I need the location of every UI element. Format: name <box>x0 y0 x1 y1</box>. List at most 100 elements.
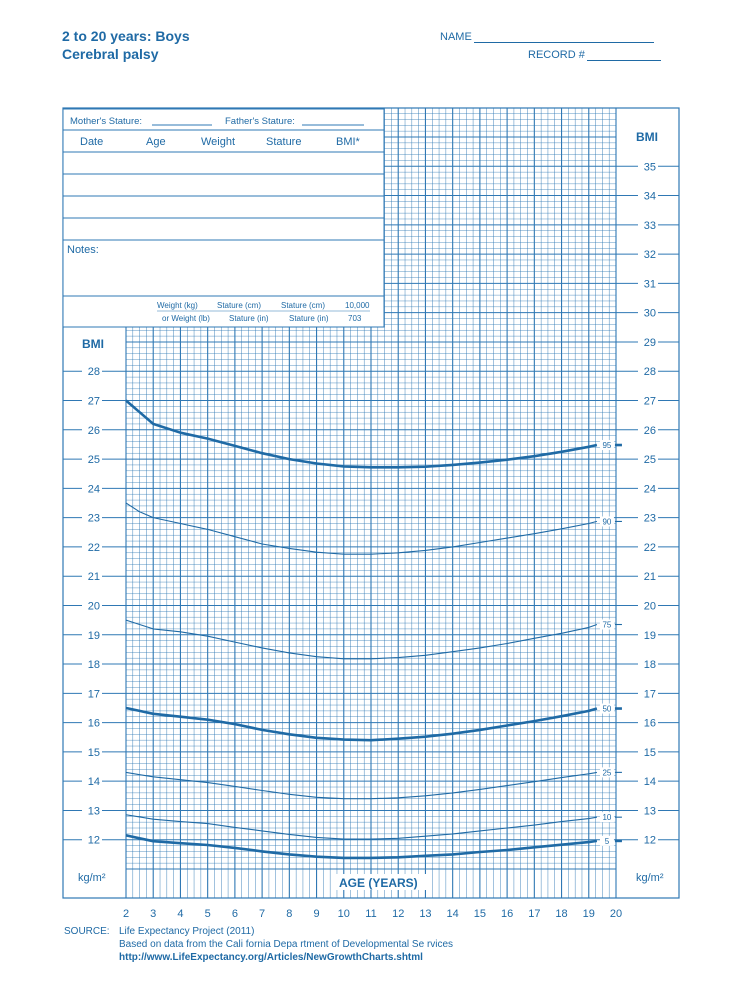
source-line-2: Based on data from the Cali fornia Depa … <box>119 939 454 950</box>
right-y-tick-label: 33 <box>644 220 656 232</box>
percentile-curve-90 <box>125 502 598 555</box>
name-field[interactable]: NAME <box>440 31 654 43</box>
left-y-tick-label: 28 <box>88 366 100 378</box>
x-tick-label: 11 <box>365 908 376 920</box>
tick-label-bg <box>638 217 658 232</box>
source-line-1: Life Expectancy Project (2011) <box>119 926 255 937</box>
tick-label-bg <box>638 774 658 789</box>
curve-label-bg <box>599 440 614 451</box>
tick-label-bg <box>82 803 102 818</box>
x-tick-label: 7 <box>259 908 265 920</box>
tick-label-bg <box>638 276 658 291</box>
left-y-tick-label: 13 <box>88 805 100 817</box>
x-tick-label: 18 <box>555 908 567 920</box>
notes-label: Notes: <box>67 244 99 256</box>
record-label: RECORD # <box>528 49 585 61</box>
formula-r1-0: Weight (kg) <box>157 301 198 310</box>
x-tick-label: 2 <box>123 908 129 920</box>
tick-label-bg <box>638 188 658 203</box>
right-y-tick-label: 13 <box>644 805 656 817</box>
x-tick-label: 12 <box>392 908 404 920</box>
right-y-tick-label: 23 <box>644 513 656 525</box>
tick-label-bg <box>638 657 658 672</box>
left-y-tick-label: 21 <box>88 571 100 583</box>
left-y-tick-label: 19 <box>88 630 100 642</box>
left-y-tick-label: 24 <box>88 483 100 495</box>
left-y-tick-label: 18 <box>88 659 100 671</box>
percentile-curve-50 <box>125 706 598 742</box>
percentile-label-90: 90 <box>602 517 611 526</box>
percentile-curve-95 <box>125 399 598 469</box>
right-y-tick-label: 26 <box>644 425 656 437</box>
right-y-tick-label: 14 <box>644 776 656 788</box>
tick-label-bg <box>638 481 658 496</box>
tick-label-bg <box>82 569 102 584</box>
left-y-tick-label: 25 <box>88 454 100 466</box>
label-bg <box>630 868 672 886</box>
percentile-label-95: 95 <box>602 441 611 450</box>
right-y-tick-label: 35 <box>644 161 656 173</box>
record-input-line <box>586 50 661 61</box>
left-y-tick-label: 15 <box>88 747 100 759</box>
tick-label-bg <box>82 393 102 408</box>
tick-label-bg <box>638 422 658 437</box>
tick-label-bg <box>638 159 658 174</box>
right-y-tick-label: 32 <box>644 249 656 261</box>
left-y-tick-label: 27 <box>88 396 100 408</box>
x-tick-label: 13 <box>419 908 431 920</box>
tick-label-bg <box>638 510 658 525</box>
formula-r2-0: or Weight (lb) <box>162 314 210 323</box>
tick-label-bg <box>638 393 658 408</box>
right-y-tick-label: 34 <box>644 191 656 203</box>
left-y-tick-label: 14 <box>88 776 100 788</box>
curve-label-bg <box>599 812 614 823</box>
curve-label-bg <box>599 835 614 846</box>
percentile-label-75: 75 <box>602 621 611 630</box>
tick-label-bg <box>638 803 658 818</box>
curve-label-bg <box>599 619 614 630</box>
x-tick-label: 19 <box>583 908 595 920</box>
tick-label-bg <box>82 744 102 759</box>
right-y-tick-label: 17 <box>644 688 656 700</box>
tick-label-bg <box>638 334 658 349</box>
tick-label-bg <box>82 627 102 642</box>
label-bg <box>78 335 114 351</box>
percentile-label-50: 50 <box>602 705 611 714</box>
label-bg <box>333 874 427 890</box>
tick-label-bg <box>82 364 102 379</box>
x-tick-label: 6 <box>232 908 238 920</box>
right-y-tick-label: 21 <box>644 571 656 583</box>
right-y-tick-label: 18 <box>644 659 656 671</box>
label-bg <box>632 128 668 144</box>
x-tick-label: 9 <box>313 908 319 920</box>
tick-label-bg <box>82 832 102 847</box>
curve-label-bg <box>599 516 614 527</box>
tick-labels: 1213141516171819202122232425262728121314… <box>82 159 658 920</box>
tick-label-bg <box>638 744 658 759</box>
record-field[interactable]: RECORD # <box>528 49 661 61</box>
x-tick-label: 10 <box>338 908 350 920</box>
record-form: Mother's Stature: Father's Stature: Date… <box>62 108 385 328</box>
chart-title: 2 to 20 years: Boys <box>62 28 190 44</box>
right-unit-label: kg/m² <box>636 872 664 884</box>
right-y-tick-label: 27 <box>644 396 656 408</box>
left-y-tick-label: 23 <box>88 513 100 525</box>
col-stature: Stature <box>266 136 301 148</box>
formula-r1-1: Stature (cm) <box>217 301 261 310</box>
formula-r1-2: Stature (cm) <box>281 301 325 310</box>
tick-label-bg <box>638 686 658 701</box>
tick-label-bg <box>638 539 658 554</box>
source-link[interactable]: http://www.LifeExpectancy.org/Articles/N… <box>119 952 423 963</box>
x-tick-label: 14 <box>447 908 459 920</box>
percentile-label-10: 10 <box>602 813 611 822</box>
left-unit-label: kg/m² <box>78 872 106 884</box>
x-tick-label: 8 <box>286 908 292 920</box>
right-axis-title: BMI <box>636 130 658 144</box>
tick-label-bg <box>82 598 102 613</box>
left-y-tick-label: 22 <box>88 542 100 554</box>
x-tick-label: 20 <box>610 908 622 920</box>
x-tick-label: 17 <box>528 908 540 920</box>
percentile-curve-5 <box>125 834 598 860</box>
left-axis-title: BMI <box>82 337 104 351</box>
